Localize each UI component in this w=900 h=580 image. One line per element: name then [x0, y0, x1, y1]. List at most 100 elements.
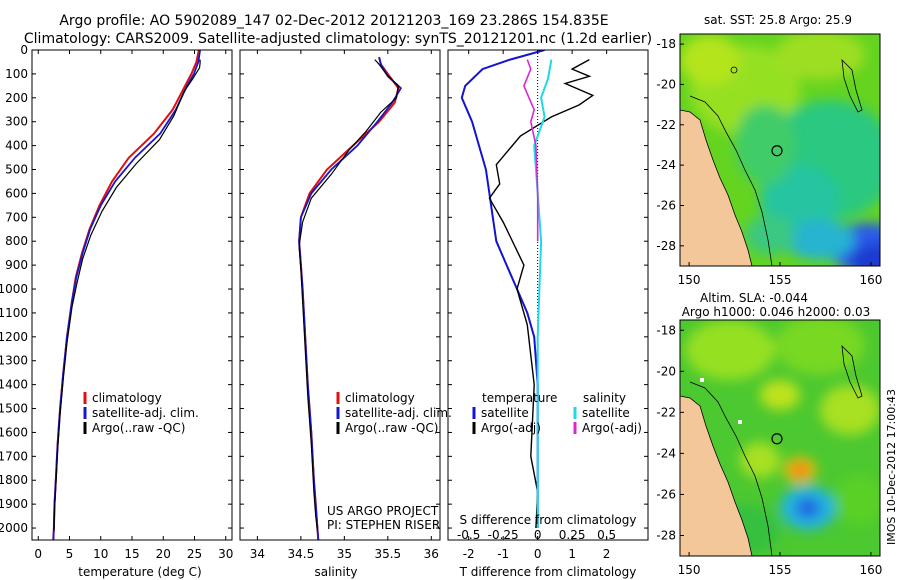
sst-map-title: sat. SST: 25.8 Argo: 25.9: [704, 13, 852, 27]
x-tick-label: 20: [156, 547, 171, 561]
sst-map-axes: -18 -20 -22 -24 -26 -28 150 155 160: [656, 37, 882, 287]
legend-group-temperature: temperature: [482, 391, 557, 405]
legend-label-t-argo: Argo(-adj): [481, 421, 541, 435]
depth-tick-label: 1300: [0, 354, 28, 368]
pi-annotation: PI: STEPHEN RISER: [327, 518, 440, 532]
argo-position-marker: [771, 145, 783, 157]
depth-tick-label: 1200: [0, 330, 28, 344]
x-tick-label: 1: [568, 547, 576, 561]
sla-map-field: [680, 320, 880, 556]
imos-timestamp: IMOS 10-Dec-2012 17:00:43: [885, 389, 898, 545]
lat-tick-label: -26: [656, 487, 676, 501]
depth-tick-label: 700: [5, 210, 28, 224]
depth-tick-label: 900: [5, 258, 28, 272]
lon-tick-label: 150: [678, 563, 701, 577]
depth-tick-label: 1000: [0, 282, 28, 296]
sst-map-land: [680, 110, 752, 266]
salinity-plot-area: [298, 56, 403, 540]
x-tick-label: 25: [187, 547, 202, 561]
legend-label-satellite: satellite-adj. clim.: [92, 406, 199, 420]
x-tick-label: 5: [66, 547, 74, 561]
sla-map-island: [700, 378, 704, 382]
depth-tick-label: 1800: [0, 473, 28, 487]
lat-tick-label: -28: [656, 528, 676, 542]
x-tick-label: 10: [93, 547, 108, 561]
x-tick-label: -2: [463, 547, 475, 561]
depth-tick-label: 1900: [0, 497, 28, 511]
lon-tick-label: 160: [859, 273, 882, 287]
lat-tick-label: -24: [656, 158, 676, 172]
sla-map-contour: [689, 381, 773, 556]
argo-position-marker: [771, 433, 783, 445]
x-tick-label: 35: [337, 547, 352, 561]
lat-tick-label: -28: [656, 239, 676, 253]
temperature-xlabel: temperature (deg C): [78, 565, 201, 579]
lat-tick-label: -18: [656, 323, 676, 337]
sla-map-island: [738, 420, 742, 424]
figure-subtitle: Climatology: CARS2009. Satellite-adjuste…: [24, 31, 652, 47]
sla-map: Altim. SLA: -0.044 Argo h1000: 0.046 h20…: [656, 291, 882, 577]
sst-map-coastline: [680, 109, 753, 266]
temperature-x-axis: 0 5 10 15 20 25 30: [34, 50, 233, 561]
sla-map-reef-outline: [841, 344, 863, 399]
series-line-s-argo-adj: [523, 59, 539, 242]
salinity-difference-tick-label: 0.25: [559, 528, 586, 542]
depth-tick-label: 1500: [0, 402, 28, 416]
lat-tick-label: -22: [656, 405, 676, 419]
difference-xlabel-top: S difference from climatology: [460, 513, 637, 527]
lat-tick-label: -22: [656, 118, 676, 132]
salinity-difference-tick-label: -0.25: [488, 528, 519, 542]
sla-map-land: [680, 396, 752, 556]
lon-tick-label: 155: [769, 273, 792, 287]
depth-axis: 0 100 200 300 400 500 600 700 800 900 1000 1100 1200…: [0, 43, 232, 535]
sla-map-coastline: [680, 395, 753, 556]
salinity-depth-ticks: [240, 49, 440, 529]
sst-map-reef-outline: [841, 58, 863, 113]
salinity-difference-ticks: -0.5 -0.25 0 0.25 0.5: [457, 528, 616, 542]
salinity-legend: climatology satellite-adj. clim. Argo(..…: [336, 391, 452, 435]
sst-map-contour: [689, 95, 773, 266]
depth-tick-label: 800: [5, 234, 28, 248]
sst-map-island-outline: [730, 66, 738, 74]
depth-tick-label: 100: [5, 67, 28, 81]
legend-label-s-argo: Argo(-adj): [582, 421, 642, 435]
salinity-difference-tick-label: 0: [534, 528, 542, 542]
lon-tick-label: 150: [678, 273, 701, 287]
lat-tick-label: -20: [656, 364, 676, 378]
salinity-x-axis: 34 34.5 35 35.5 36: [250, 50, 439, 561]
salinity-xlabel: salinity: [314, 565, 357, 579]
legend-label-climatology: climatology: [345, 391, 415, 405]
legend-label-argo: Argo(..raw -QC): [345, 421, 438, 435]
temperature-axes-frame: [31, 49, 233, 541]
series-line-t-satellite: [460, 50, 545, 528]
sla-map-title: Altim. SLA: -0.044: [700, 291, 808, 305]
series-line-argo-raw-qc: [53, 59, 201, 531]
difference-plot-area: [460, 50, 595, 540]
x-tick-label: 30: [218, 547, 233, 561]
salinity-axes-frame: [239, 49, 441, 541]
series-line-t-argo-adj: [488, 58, 595, 529]
salinity-difference-tick-label: -0.5: [457, 528, 480, 542]
salinity-panel: 34 34.5 35 35.5 36 salinity climatology sate…: [239, 49, 452, 579]
depth-tick-label: 300: [5, 115, 28, 129]
figure-title: Argo profile: AO 5902089_147 02-Dec-2012…: [59, 13, 608, 29]
depth-tick-label: 2000: [0, 521, 28, 535]
series-line-argo-raw-qc: [298, 59, 399, 531]
x-tick-label: 34.5: [288, 547, 315, 561]
depth-tick-label: 1600: [0, 425, 28, 439]
legend-label-t-satellite: satellite: [481, 406, 529, 420]
depth-tick-label: 200: [5, 91, 28, 105]
sla-map-axes: -18 -20 -22 -24 -26 -28 150 155 160: [656, 323, 882, 577]
difference-legend: temperature salinity satellite Argo(-adj…: [472, 391, 642, 435]
sla-map-subtitle: Argo h1000: 0.046 h2000: 0.03: [682, 305, 871, 319]
lon-tick-label: 155: [769, 563, 792, 577]
legend-label-argo: Argo(..raw -QC): [92, 421, 185, 435]
series-line-satellite-adj-clim: [52, 50, 201, 540]
lon-tick-label: 160: [859, 563, 882, 577]
x-tick-label: 34: [250, 547, 265, 561]
x-tick-label: 0: [34, 547, 42, 561]
lat-tick-label: -26: [656, 198, 676, 212]
series-line-climatology: [52, 50, 200, 540]
lat-tick-label: -18: [656, 37, 676, 51]
